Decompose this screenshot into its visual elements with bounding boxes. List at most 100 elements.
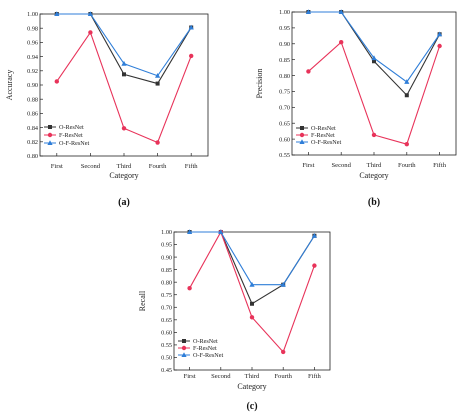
y-tick-label: 0.65 xyxy=(161,317,172,324)
data-point xyxy=(250,301,254,306)
y-axis-title: Precision xyxy=(255,69,264,99)
y-tick-label: 0.65 xyxy=(279,120,290,127)
data-point xyxy=(311,232,317,238)
panel-label: (c) xyxy=(246,401,257,412)
y-tick-label: 0.90 xyxy=(27,82,38,89)
data-point xyxy=(305,9,311,14)
legend-label: O-ResNet xyxy=(193,338,218,345)
legend-label: F-ResNet xyxy=(311,132,335,139)
x-tick-label: Fourth xyxy=(274,373,292,380)
y-tick-label: 0.92 xyxy=(27,68,38,75)
x-tick-label: Fourth xyxy=(398,162,416,169)
legend-label: O-F-ResNet xyxy=(311,139,342,146)
x-tick-label: Second xyxy=(211,373,231,380)
y-tick-label: 0.75 xyxy=(161,292,172,299)
data-point xyxy=(404,93,409,98)
y-tick-label: 0.60 xyxy=(279,136,290,143)
series-line-2 xyxy=(189,230,315,353)
data-point xyxy=(281,349,286,355)
legend-label: O-F-ResNet xyxy=(193,352,224,359)
data-point xyxy=(249,315,255,320)
data-point xyxy=(187,229,193,234)
legend-marker xyxy=(181,345,187,351)
legend-label: F-ResNet xyxy=(59,132,83,139)
legend-marker xyxy=(300,126,304,130)
x-tick-label: First xyxy=(51,163,63,170)
data-point xyxy=(121,126,127,131)
y-tick-label: 1.00 xyxy=(279,9,290,16)
data-point xyxy=(312,263,317,268)
y-tick-label: 0.88 xyxy=(27,96,38,103)
data-point xyxy=(88,30,93,35)
legend-marker xyxy=(47,140,53,145)
data-point xyxy=(371,55,377,61)
y-tick-label: 0.70 xyxy=(279,105,290,112)
y-tick-label: 0.95 xyxy=(279,25,290,32)
y-tick-label: 0.75 xyxy=(279,89,290,96)
legend-marker xyxy=(299,139,305,144)
series-line-3 xyxy=(189,231,315,286)
data-point xyxy=(155,140,160,145)
y-tick-label: 0.80 xyxy=(27,153,38,160)
data-point xyxy=(189,53,194,59)
y-tick-label: 0.80 xyxy=(161,279,172,286)
x-tick-label: Fourth xyxy=(149,163,167,170)
data-point xyxy=(155,72,161,78)
x-tick-label: Third xyxy=(367,162,382,169)
legend-marker xyxy=(299,132,305,138)
y-tick-label: 0.55 xyxy=(279,152,290,159)
data-point xyxy=(187,286,192,291)
legend-marker xyxy=(182,339,186,343)
x-tick-label: Fifth xyxy=(185,163,199,170)
y-tick-label: 1.00 xyxy=(161,229,172,236)
series-line-3 xyxy=(56,13,192,77)
data-point xyxy=(155,81,160,86)
y-tick-label: 0.70 xyxy=(161,304,172,311)
y-tick-label: 0.84 xyxy=(27,125,38,132)
data-point xyxy=(54,11,60,16)
data-point xyxy=(306,69,311,74)
y-axis-title: Recall xyxy=(138,290,147,311)
data-point xyxy=(87,11,93,16)
x-tick-label: Third xyxy=(245,373,260,380)
y-tick-label: 0.60 xyxy=(161,330,172,337)
legend-label: O-F-ResNet xyxy=(59,140,90,147)
x-tick-label: First xyxy=(302,162,314,169)
data-point xyxy=(372,59,376,64)
y-tick-label: 0.86 xyxy=(27,111,38,118)
panel-label: (a) xyxy=(118,197,130,208)
data-point xyxy=(54,79,59,84)
legend-marker xyxy=(47,132,53,138)
y-tick-label: 0.45 xyxy=(161,367,172,374)
y-tick-label: 0.95 xyxy=(161,242,172,249)
x-axis-title: Category xyxy=(237,382,266,391)
data-point xyxy=(437,31,443,37)
y-tick-label: 0.90 xyxy=(161,254,172,261)
x-axis-title: Category xyxy=(359,171,388,180)
legend-label: F-ResNet xyxy=(193,345,217,352)
x-tick-label: Second xyxy=(81,163,101,170)
y-tick-label: 0.55 xyxy=(161,342,172,349)
data-point xyxy=(404,79,410,84)
data-point xyxy=(437,43,442,49)
y-tick-label: 0.90 xyxy=(279,41,290,48)
legend-label: O-ResNet xyxy=(59,124,84,131)
y-tick-label: 1.00 xyxy=(27,11,38,18)
x-tick-label: Fifth xyxy=(433,162,447,169)
chart-panel-1: 0.80 0.82 0.84 0.86 0.88 0.90 0.92 0.94 0.96 0.98… xyxy=(5,11,209,208)
x-tick-label: First xyxy=(184,373,196,380)
y-tick-label: 0.82 xyxy=(27,139,38,146)
data-point xyxy=(188,24,194,30)
data-point xyxy=(404,141,409,147)
legend-marker xyxy=(181,352,187,357)
data-point xyxy=(339,39,344,45)
panel-label: (b) xyxy=(368,197,380,208)
x-axis-title: Category xyxy=(109,171,138,180)
y-tick-label: 0.96 xyxy=(27,40,38,47)
series-line-1 xyxy=(189,231,315,305)
data-point xyxy=(122,72,126,77)
y-tick-label: 0.98 xyxy=(27,25,38,32)
y-tick-label: 0.94 xyxy=(27,54,38,61)
data-point xyxy=(121,60,127,66)
